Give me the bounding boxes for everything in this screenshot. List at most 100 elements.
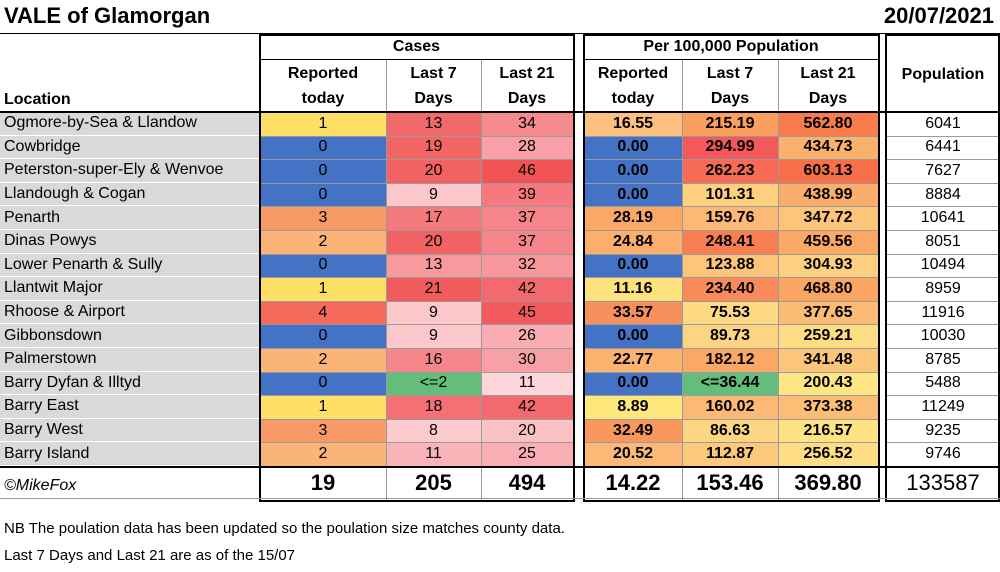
rate-last7-cell: 89.73 [682,324,778,348]
population-cell: 8051 [925,232,961,250]
rate-last21-cell: 459.56 [778,230,878,254]
rate-last21-cell: 216.57 [778,418,878,443]
population-cell: 8959 [925,279,961,297]
last7-header: Last 7 Days [386,60,481,112]
reported-cell: 0 [260,159,386,183]
reported-cell: 2 [260,348,386,372]
last21-cell: 28 [481,135,573,160]
location-cell: Llandough & Cogan [0,182,260,207]
group-separator [260,59,573,60]
rate-last21-header-line2: Days [808,90,848,107]
bottom-rule [0,498,1000,499]
reported-cell: 0 [260,135,386,160]
location-cell: Barry Dyfan & Illtyd [0,371,260,396]
last21-cell: 45 [481,300,573,325]
population-cell: 6441 [925,138,961,156]
reported-cell: 0 [260,324,386,348]
grid-line [886,277,1000,279]
reported-cell: 0 [260,371,386,396]
last21-cell: 34 [481,112,573,136]
rate-reported-header: Reported today [584,60,682,112]
rate-reported-cell: 0.00 [584,253,682,278]
last7-cell: 13 [386,253,481,278]
last7-cell: 16 [386,348,481,372]
grid-line [584,418,878,420]
last21-cell: 32 [481,253,573,278]
grid-line [886,182,1000,184]
rate-last21-cell: 256.52 [778,442,878,466]
rate-last7-cell: 182.12 [682,348,778,372]
grid-line [260,348,573,349]
grid-line [260,206,573,208]
population-box-border [998,34,1000,500]
rate-last21-cell: 562.80 [778,112,878,136]
last7-cell: 11 [386,442,481,466]
last21-cell: 42 [481,395,573,419]
grid-line [886,206,1000,208]
population-cell: 11916 [921,303,965,321]
rate-last7-cell: 112.87 [682,442,778,466]
rate-reported-cell: 8.89 [584,395,682,419]
population-box-border [885,500,1000,502]
total-population: 133587 [906,470,980,495]
reported-cell: 3 [260,418,386,443]
grid-line [682,60,683,500]
rate-last21-cell: 259.21 [778,324,878,348]
location-cell: Barry East [0,395,260,419]
rate-last21-cell: 200.43 [778,371,878,396]
rate-reported-cell: 0.00 [584,159,682,183]
population-box-border [885,34,887,500]
grid-line [584,395,878,397]
rate-last7-cell: 101.31 [682,182,778,207]
rate-last7-cell: 159.76 [682,206,778,230]
reported-cell: 0 [260,182,386,207]
rate-last21-cell: 341.48 [778,348,878,372]
grid-line [886,324,1000,326]
location-cell: Llantwit Major [0,277,260,301]
grid-line [886,348,1000,349]
last7-header-line1: Last 7 [410,65,457,82]
rate-last21-cell: 438.99 [778,182,878,207]
population-box-border [885,34,998,36]
grid-line [886,230,1000,231]
grid-line [584,182,878,184]
location-cell: Palmerstown [0,348,260,372]
rate-reported-header-line1: Reported [597,65,669,82]
reported-today-header: Reported today [260,60,386,112]
rate-last7-cell: 123.88 [682,253,778,278]
grid-line [260,253,573,255]
grid-line [260,418,573,420]
rate-last21-cell: 377.65 [778,300,878,325]
note-line-2: Last 7 Days and Last 21 are as of the 15… [4,547,296,564]
total-rate-last21: 369.80 [794,470,862,495]
grid-line [260,442,573,444]
rate-last7-cell: 86.63 [682,418,778,443]
rate-last7-cell: 262.23 [682,159,778,183]
grid-line [886,253,1000,255]
last21-header: Last 21 Days [481,60,573,112]
grid-line [260,371,573,373]
rate-last21-cell: 603.13 [778,159,878,183]
grid-line [386,60,387,500]
grid-line [260,324,573,326]
last21-header-line2: Days [507,90,547,107]
rate-last7-cell: 215.19 [682,112,778,136]
grid-line [481,60,482,500]
grid-line [260,395,573,397]
per100k-box-border [878,34,880,500]
location-cell: Gibbonsdown [0,324,260,348]
last21-cell: 46 [481,159,573,183]
location-cell: Barry Island [0,442,260,466]
last21-cell: 42 [481,277,573,301]
grid-line [584,324,878,326]
population-cell: 10494 [920,256,966,274]
population-cell: 9746 [925,445,961,463]
rate-reported-cell: 33.57 [584,300,682,325]
grid-line [260,300,573,302]
last21-cell: 25 [481,442,573,466]
last21-cell: 11 [481,371,573,396]
rate-last7-cell: <=36.44 [682,371,778,396]
rate-reported-cell: 32.49 [584,418,682,443]
last7-cell: 13 [386,112,481,136]
per100k-box-border [583,34,878,36]
